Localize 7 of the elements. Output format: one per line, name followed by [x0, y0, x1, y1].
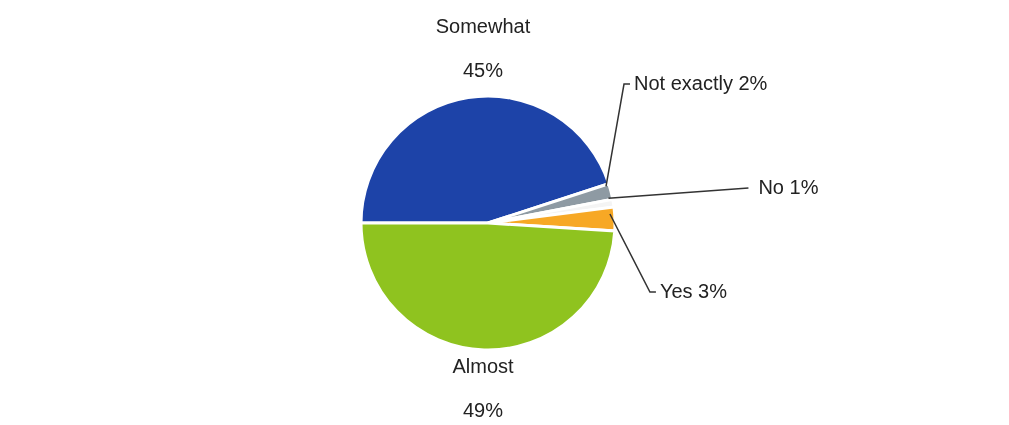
slice-label: Not exactly 2% — [634, 72, 768, 94]
slice-label: Yes 3% — [659, 280, 728, 302]
slice-label: Almost — [452, 355, 514, 377]
data-label: 45% — [462, 59, 504, 81]
slice-label: No 1% — [758, 176, 819, 198]
slice-label: Somewhat — [435, 15, 531, 37]
data-label: 49% — [462, 399, 504, 421]
